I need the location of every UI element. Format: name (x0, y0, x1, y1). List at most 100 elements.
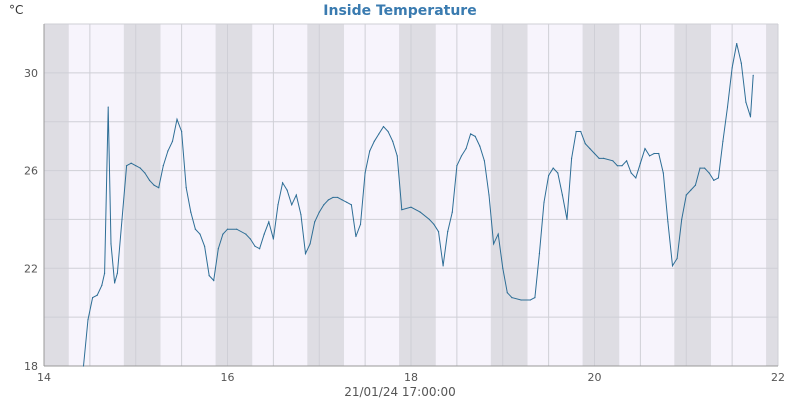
data-point (644, 147, 646, 150)
data-point (749, 116, 752, 118)
data-point (272, 238, 274, 240)
y-tick-label: 22 (24, 262, 38, 275)
data-point (616, 165, 619, 167)
data-point (103, 272, 106, 274)
data-point (144, 172, 146, 174)
axes (43, 24, 778, 367)
x-tick-label: 22 (771, 371, 785, 384)
data-point (442, 265, 444, 267)
data-point (506, 292, 508, 294)
data-point (208, 275, 210, 277)
data-point (548, 174, 550, 177)
data-point (511, 297, 513, 299)
data-point (566, 218, 568, 221)
data-point (460, 155, 463, 157)
data-point (474, 135, 476, 137)
data-point (203, 245, 206, 247)
night-band (215, 24, 253, 366)
data-point (648, 155, 651, 157)
data-point (217, 248, 219, 250)
data-point (561, 194, 563, 196)
data-point (699, 167, 701, 169)
x-tick-label: 14 (37, 371, 51, 384)
night-band (307, 24, 345, 366)
series-points (82, 42, 754, 367)
data-point (639, 162, 641, 164)
data-point (538, 253, 541, 255)
data-point (327, 199, 330, 201)
data-point (694, 184, 697, 186)
data-point (277, 204, 279, 206)
data-point (465, 147, 467, 150)
data-point (410, 206, 412, 208)
data-point (447, 231, 449, 233)
data-point (722, 140, 724, 142)
night-band (582, 24, 620, 366)
data-point (213, 279, 215, 282)
data-point (364, 172, 366, 174)
data-point (451, 211, 453, 213)
data-point (176, 118, 178, 120)
data-point (570, 157, 573, 159)
data-point (295, 194, 297, 196)
data-point (268, 221, 270, 223)
data-point (612, 160, 614, 162)
data-point (740, 62, 742, 64)
data-point (226, 228, 229, 230)
data-point (199, 233, 201, 235)
data-point (350, 204, 352, 206)
data-point (254, 245, 256, 247)
data-point (185, 187, 187, 189)
data-point (373, 140, 375, 142)
night-band (766, 24, 778, 366)
data-point (598, 157, 600, 159)
data-point (382, 126, 385, 128)
data-point (359, 223, 362, 225)
data-point (433, 223, 435, 225)
data-point (676, 257, 678, 260)
data-point (635, 177, 637, 179)
data-point (529, 299, 531, 301)
data-point (291, 204, 293, 206)
gridlines (44, 23, 779, 366)
data-point (121, 218, 123, 221)
data-point (401, 209, 403, 211)
data-point (658, 152, 660, 155)
x-axis-title: 21/01/24 17:00:00 (344, 385, 456, 399)
night-band (399, 24, 436, 366)
data-point (690, 189, 692, 191)
data-point (181, 130, 183, 133)
data-point (116, 272, 118, 274)
data-point (580, 130, 582, 133)
data-point (286, 189, 288, 191)
data-point (135, 165, 137, 167)
data-point (713, 179, 715, 181)
data-point (630, 172, 632, 174)
data-point (263, 233, 265, 235)
night-band (490, 24, 528, 366)
data-point (236, 228, 238, 230)
data-point (281, 182, 284, 184)
data-point (671, 265, 674, 267)
night-band (123, 24, 161, 366)
data-point (717, 177, 719, 179)
data-point (497, 233, 499, 235)
data-point (428, 218, 430, 221)
data-point (488, 194, 490, 196)
data-point (653, 152, 655, 155)
data-point (456, 165, 458, 167)
data-point (194, 228, 196, 230)
data-point (626, 160, 628, 162)
data-point (667, 221, 669, 223)
y-tick-label: 26 (24, 165, 38, 178)
data-point (107, 106, 109, 108)
data-point (323, 204, 325, 206)
data-point (745, 101, 747, 103)
night-bands (44, 24, 778, 366)
data-point (153, 184, 155, 186)
data-point (337, 196, 339, 199)
data-point (162, 165, 164, 167)
data-point (552, 167, 554, 169)
data-point (419, 211, 421, 213)
